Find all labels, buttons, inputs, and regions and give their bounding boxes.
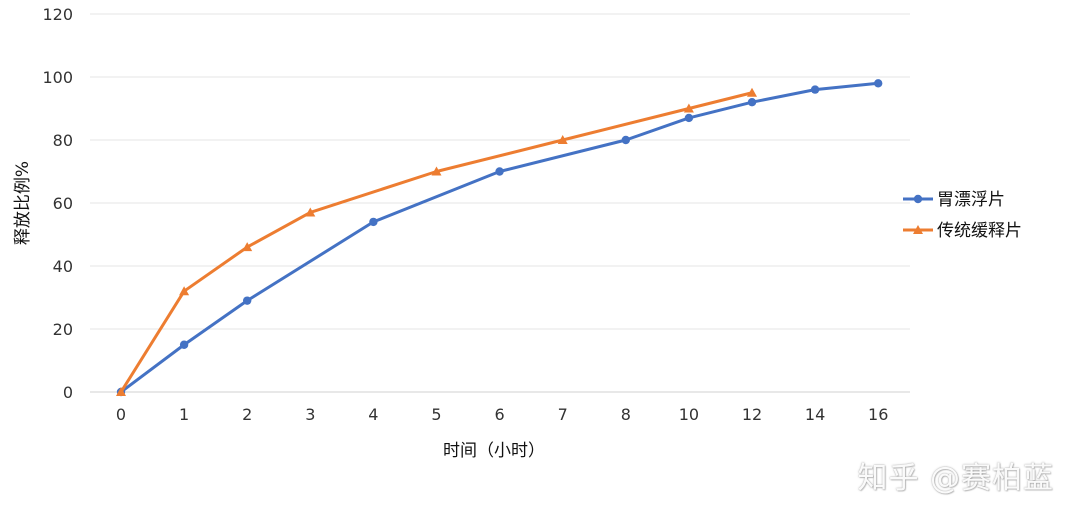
x-tick-label: 8 xyxy=(621,405,631,424)
x-tick-label: 2 xyxy=(242,405,252,424)
gridlines xyxy=(90,13,910,393)
data-point xyxy=(810,85,820,94)
y-tick-label: 100 xyxy=(42,68,73,87)
data-point xyxy=(495,167,504,176)
x-tick-label: 3 xyxy=(305,405,315,424)
x-tick-label: 16 xyxy=(868,405,888,424)
series-layer xyxy=(116,79,883,397)
x-tick-label: 1 xyxy=(179,405,189,424)
data-point xyxy=(116,387,126,396)
data-point xyxy=(431,166,442,176)
y-tick-label: 80 xyxy=(53,131,73,150)
data-point xyxy=(621,135,630,145)
series-line xyxy=(119,81,880,394)
data-point xyxy=(243,296,252,305)
data-point xyxy=(683,103,694,113)
data-point xyxy=(369,217,378,227)
y-tick-label: 20 xyxy=(53,320,73,339)
y-tick-label: 40 xyxy=(53,257,73,276)
legend-label: 传统缓释片 xyxy=(937,221,1022,241)
x-tick-label: 6 xyxy=(495,405,505,424)
x-tick-label: 14 xyxy=(805,405,825,424)
x-tick-label: 7 xyxy=(558,405,568,424)
x-axis-ticks: 0 1 2 3 4 5 6 7 8 10 12 14 16 xyxy=(116,405,888,424)
x-axis-title: 时间（小时） xyxy=(443,441,545,461)
series-2 xyxy=(116,87,757,396)
data-point xyxy=(913,194,923,204)
y-axis-ticks: 0 20 40 60 80 100 120 xyxy=(42,5,73,402)
data-point xyxy=(913,225,923,234)
series-1 xyxy=(116,79,883,397)
legend-label: 胃漂浮片 xyxy=(937,190,1005,210)
x-tick-label: 5 xyxy=(431,405,441,424)
y-tick-label: 60 xyxy=(53,194,73,213)
x-tick-label: 10 xyxy=(679,405,699,424)
data-point xyxy=(305,207,316,217)
y-axis-title: 释放比例% xyxy=(13,161,33,245)
data-point xyxy=(179,286,190,296)
y-tick-label: 0 xyxy=(63,383,73,402)
legend-item: 胃漂浮片 xyxy=(903,190,1005,210)
y-tick-label: 120 xyxy=(42,5,73,24)
data-point xyxy=(242,242,253,252)
data-point xyxy=(179,340,189,349)
data-point xyxy=(684,113,694,123)
legend-item: 传统缓释片 xyxy=(903,221,1022,241)
data-point xyxy=(747,87,757,97)
x-tick-label: 0 xyxy=(116,405,126,424)
data-point xyxy=(747,98,757,107)
series-line xyxy=(119,91,754,394)
x-tick-label: 4 xyxy=(368,405,378,424)
data-point xyxy=(874,79,883,88)
x-tick-label: 12 xyxy=(742,405,762,424)
data-point xyxy=(557,135,568,144)
watermark: 知乎 @赛柏蓝 xyxy=(857,461,1054,496)
